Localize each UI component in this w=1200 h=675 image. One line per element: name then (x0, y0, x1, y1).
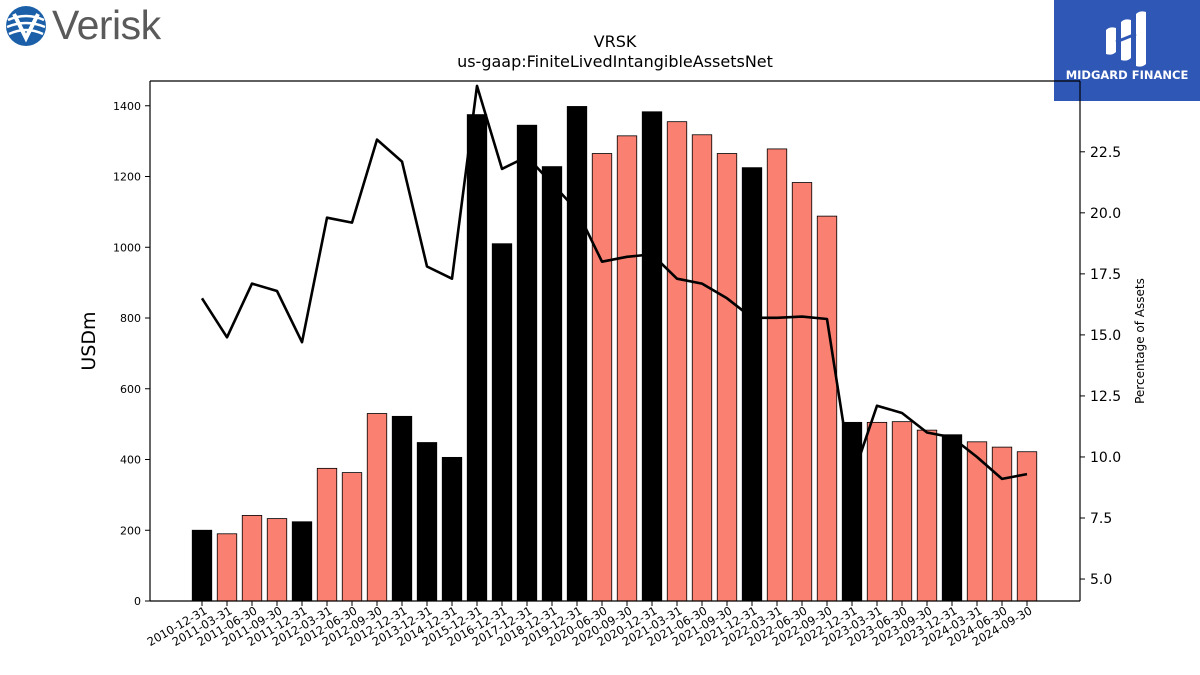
bar (241, 514, 263, 602)
bar (991, 446, 1013, 602)
bar (566, 106, 588, 602)
y-tick-label: 1400 (113, 100, 141, 113)
y2-tick-label: 5.0 (1090, 572, 1112, 588)
bar (691, 134, 713, 602)
brand-mark-icon (1106, 11, 1146, 67)
bar (441, 456, 463, 602)
company-logo: Verisk (4, 2, 174, 48)
y2-tick-label: 15.0 (1090, 328, 1121, 344)
y2-tick-label: 7.5 (1090, 511, 1112, 527)
bar (866, 421, 888, 602)
y2-tick-label: 20.0 (1090, 206, 1121, 222)
y2-axis-label: Percentage of Assets (1133, 278, 1147, 404)
y-tick-label: 600 (120, 383, 141, 396)
bar (216, 533, 238, 602)
bar (741, 167, 763, 602)
y-tick-label: 800 (120, 312, 141, 325)
y-tick-label: 0 (134, 595, 141, 608)
y-axis-label: USDm (78, 311, 100, 370)
bar (516, 124, 538, 602)
bar (766, 148, 788, 602)
bar (616, 135, 638, 602)
bar (891, 421, 913, 602)
bar (916, 429, 938, 602)
company-logo-text: Verisk (52, 2, 161, 48)
bar (466, 114, 488, 602)
bar (941, 434, 963, 602)
bar (641, 111, 663, 602)
bar (666, 121, 688, 602)
y-tick-label: 1000 (113, 241, 141, 254)
brand-logo: MIDGARD FINANCE (1054, 0, 1200, 101)
bar (316, 467, 338, 602)
bar (791, 182, 813, 602)
brand-logo-text: MIDGARD FINANCE (1065, 68, 1189, 82)
bar (541, 166, 563, 602)
bar (366, 413, 388, 602)
chart-subtitle: us-gaap:FiniteLivedIntangibleAssetsNet (457, 52, 773, 71)
y2-tick-label: 12.5 (1090, 389, 1121, 405)
y-tick-label: 400 (120, 454, 141, 467)
bar (841, 421, 863, 602)
y-tick-label: 1200 (113, 171, 141, 184)
bar (416, 442, 438, 602)
bar (816, 215, 838, 602)
percentage-line (200, 84, 1028, 481)
bar (491, 243, 513, 602)
bar (341, 472, 363, 602)
bar (391, 415, 413, 602)
bar (716, 153, 738, 602)
globe-icon (6, 6, 46, 46)
chart-title: VRSK (593, 32, 637, 51)
bar (191, 529, 213, 602)
bar (591, 153, 613, 602)
bar (266, 518, 288, 602)
y-tick-label: 200 (120, 524, 141, 537)
y2-tick-label: 22.5 (1090, 145, 1121, 161)
y2-tick-label: 17.5 (1090, 267, 1121, 283)
bar (291, 521, 313, 602)
y2-tick-label: 10.0 (1090, 450, 1121, 466)
bar (966, 441, 988, 602)
